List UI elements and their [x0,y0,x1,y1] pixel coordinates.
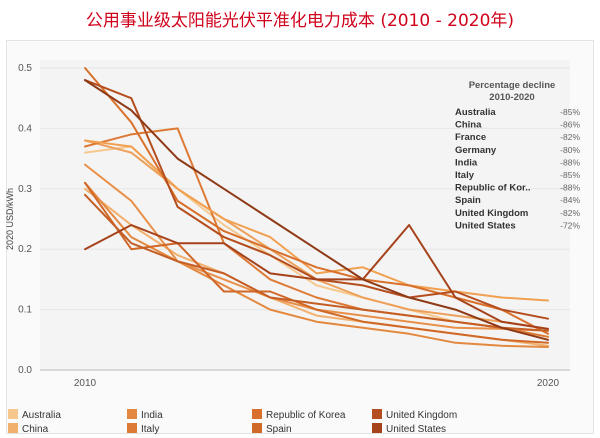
legend-label: Australia [22,410,61,421]
panel-row-name: Germany [455,145,497,156]
legend-label: Spain [266,424,292,435]
legend-label: India [141,410,163,421]
legend-swatch [252,409,262,419]
legend-swatch [8,423,18,433]
y-tick-label: 0.1 [18,305,32,316]
y-tick-label: 0.0 [18,365,32,376]
x-tick-label: 2020 [537,378,560,389]
panel-row-value: -82% [560,208,580,218]
y-axis-label: 2020 USD/kWh [5,188,15,250]
series-line-republic-of-korea [84,67,549,335]
panel-row-value: -88% [560,183,580,193]
panel-row-name: Spain [455,195,481,206]
series-line-turkey [84,193,549,332]
legend-label: Italy [141,424,159,435]
panel-row-name: China [455,120,482,131]
legend-label: China [22,424,49,435]
series-line-viet-nam [84,79,549,341]
x-tick-label: 2010 [74,378,97,389]
panel-row-name: United Kingdom [455,208,528,219]
legend-swatch [127,423,137,433]
legend-label: Republic of Korea [266,410,346,421]
panel-row-name: United States [455,220,516,231]
legend-label: United States [386,424,446,435]
y-tick-label: 0.2 [18,244,32,255]
y-tick-label: 0.4 [18,123,32,134]
legend-swatch [8,409,18,419]
legend-swatch [127,409,137,419]
panel-row-name: Italy [455,170,475,181]
panel-subtitle: 2010-2020 [489,92,534,103]
panel-row-value: -85% [560,107,580,117]
panel-row-value: -85% [560,170,580,180]
series-line-united-states [84,224,549,330]
legend-swatch [252,423,262,433]
series-line-spain [84,181,549,344]
y-tick-label: 0.5 [18,63,32,74]
series-line-india [84,181,549,348]
panel-row-value: -84% [560,195,580,205]
panel-row-value: -88% [560,157,580,167]
panel-row-name: Australia [455,107,496,118]
panel-title: Percentage decline [469,80,556,91]
legend-label: United Kingdom [386,410,457,421]
panel-row-name: Republic of Kor.. [455,183,530,194]
legend-swatch [372,409,382,419]
panel-row-value: -80% [560,145,580,155]
panel-row-name: France [455,132,486,143]
chart-title: 公用事业级太阳能光伏平准化电力成本 (2010 - 2020年) [85,11,515,31]
y-tick-label: 0.3 [18,184,32,195]
panel-row-value: -82% [560,132,580,142]
panel-row-value: -72% [560,220,580,230]
legend-swatch [372,423,382,433]
panel-row-name: India [455,157,478,168]
panel-row-value: -86% [560,120,580,130]
